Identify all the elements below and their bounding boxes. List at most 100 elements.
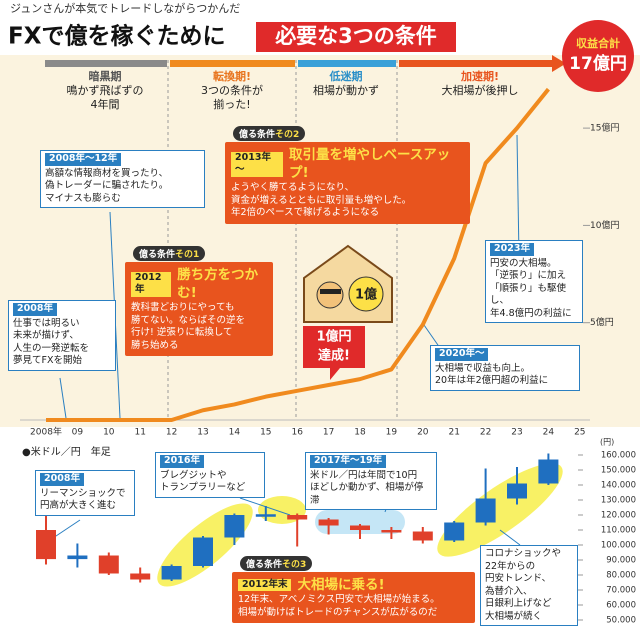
condition: 2013年～ 取引量を増やしベースアップ! ようやく勝てるようになり、 資金が増えると… — [225, 142, 470, 224]
x-tick-label: 19 — [386, 428, 398, 438]
phase-name: 転換期! — [212, 70, 252, 83]
callout-text: 円安トレンド、 — [485, 573, 552, 584]
candle-body — [381, 530, 402, 533]
condition-head: 2013年～ 取引量を増やしベースアップ! — [231, 146, 464, 182]
callout-text: ブレグジットや — [160, 469, 227, 481]
candle-body — [412, 531, 433, 541]
x-tick-label: 2008年 — [30, 426, 62, 438]
y-tick-label: 60.000 — [606, 601, 636, 611]
callout-text: 夢見てFXを開始 — [13, 355, 82, 366]
condition-head: 2012年末 大相場に乗る! — [238, 576, 469, 594]
callout: 2008年 リーマンショックで 円高が大きく進む — [35, 470, 135, 516]
subtitle: ジュンさんが本気でトレードしながらつかんだ — [10, 1, 240, 15]
callout-text: 年4.8億円の利益に — [490, 307, 572, 319]
x-tick-label: 09 — [72, 428, 84, 438]
sunglasses — [320, 289, 341, 294]
phase-bar — [45, 60, 167, 67]
condition-tag: 億る条件その1 — [133, 246, 206, 261]
y-tick-label: 80.000 — [606, 571, 636, 581]
title-highlight-bg — [256, 22, 456, 52]
callout-text: 大相場で収益も向上。 — [435, 362, 531, 374]
condition-text: ようやく勝てるようになり、 — [231, 182, 355, 193]
callout-heading: 2017年～19年 — [310, 455, 387, 468]
callout-heading: 2008年 — [40, 473, 84, 486]
candle-body — [130, 573, 151, 580]
callout: 2020年～ 大相場で収益も向上。 20年は年2億円超の利益に — [430, 345, 580, 391]
phase-text: 3つの条件が — [201, 84, 263, 97]
y-unit: (円) — [600, 438, 614, 447]
callout: 2023年 円安の大相場。 「逆張り」に加え 「順張り」も駆使し、 年4.8億円の利益に — [485, 240, 583, 323]
callout-text: 偽トレーダーに騙されたり。 — [45, 180, 169, 191]
candle-body — [255, 514, 276, 517]
total-label: 収益合計 — [576, 36, 620, 50]
callout-text: リーマンショックで — [40, 487, 126, 499]
candle-body — [161, 566, 182, 580]
tag-text: 億る条件 — [139, 250, 176, 260]
x-tick-label: 12 — [166, 428, 177, 438]
y-tick-label: 140.000 — [601, 481, 636, 491]
phase-arrow — [399, 55, 566, 72]
phase-name: 暗黒期 — [88, 70, 122, 83]
candle-body — [67, 555, 88, 560]
highlight — [437, 463, 563, 557]
x-tick-label: 24 — [543, 428, 555, 438]
callout-text: コロナショックや — [485, 548, 562, 559]
x-tick-label: 16 — [291, 428, 303, 438]
candle-body — [287, 515, 308, 520]
candle-body — [224, 515, 245, 538]
phase-text: 相場が動かず — [313, 84, 379, 97]
condition-title: 勝ち方をつかむ! — [177, 267, 259, 301]
callout-heading: 2020年～ — [435, 348, 489, 361]
callout-text: 未来が描けず、 — [13, 330, 79, 341]
callout-text: 「逆張り」に加え — [490, 270, 567, 281]
x-tick-label: 23 — [511, 428, 522, 438]
condition-heading: 2012年 — [131, 271, 172, 297]
condition-heading: 2013年～ — [231, 151, 283, 177]
callout-text: 20年は年2億円超の利益に — [435, 375, 549, 386]
candle-body — [318, 519, 339, 526]
legend: ●米ドル／円 年足 — [22, 445, 111, 458]
connector — [59, 377, 67, 419]
callout-text: 22年からの — [485, 560, 536, 572]
y-tick-label: 100.000 — [601, 541, 636, 551]
condition-head: 2012年 勝ち方をつかむ! — [131, 266, 267, 302]
callout-heading: 2016年 — [160, 455, 204, 468]
callout-text: 仕事では明るい — [13, 317, 80, 329]
connector — [499, 529, 521, 546]
callout: 2008年～12年 高額な情報商材を買ったり、 偽トレーダーに騙されたり。 マイナスも… — [40, 150, 205, 208]
callout: コロナショックや 22年からの 円安トレンド、 為替介入、 日銀利上げなど 大相場が続く — [480, 545, 578, 626]
y-tick-label: 150.000 — [601, 466, 636, 476]
callout-text: 日銀利上げなど — [485, 598, 552, 609]
condition-tag: 億る条件その3 — [240, 556, 313, 571]
candle-body — [507, 483, 527, 499]
callout-text: 高額な情報商材を買ったり、 — [45, 167, 169, 179]
callout-text: 大相場が続く — [485, 610, 543, 622]
line — [46, 87, 550, 422]
y-tick-label: 110.000 — [601, 526, 636, 536]
milestone-badge — [303, 326, 365, 380]
condition: 2012年末 大相場に乗る! 12年末、アベノミクス円安で大相場が始まる。 相場が動け… — [232, 572, 475, 623]
y-tick-label: 160.000 — [601, 451, 636, 461]
phase-name: 加速期! — [460, 70, 500, 83]
x-tick-label: 14 — [229, 428, 241, 438]
candle-body — [475, 498, 496, 523]
condition-text: 勝てない。ならばその逆を — [131, 314, 246, 326]
callout-heading: 2008年 — [13, 303, 57, 316]
callout: 2008年 仕事では明るい 未来が描けず、 人生の一発逆転を 夢見てFXを開始 — [8, 300, 116, 371]
callout-text: トランプラリーなど — [160, 482, 246, 493]
phase-text: 鳴かず飛ばずの — [66, 84, 144, 97]
condition-text: 教科書どおりにやっても — [131, 302, 235, 313]
x-tick-label: 17 — [323, 428, 334, 438]
phase: 低迷期 相場が動かず — [286, 70, 406, 98]
y-tick-label: 90.000 — [606, 556, 636, 566]
callout-heading: 2023年 — [490, 243, 534, 256]
callout: 2017年～19年 米ドル／円は年間で10円 ほどしか動かず、相場が停滞 — [305, 452, 437, 510]
condition-tag: 億る条件その2 — [233, 126, 306, 141]
title: FXで億を稼ぐために — [8, 23, 225, 50]
x-tick-label: 13 — [197, 428, 208, 438]
tag-text: 億る条件 — [246, 560, 283, 570]
x-tick-label: 10 — [103, 428, 115, 438]
x-tick-label: 11 — [134, 428, 145, 438]
callout-text: ほどしか動かず、相場が停滞 — [310, 482, 424, 506]
candle-body — [193, 537, 213, 566]
